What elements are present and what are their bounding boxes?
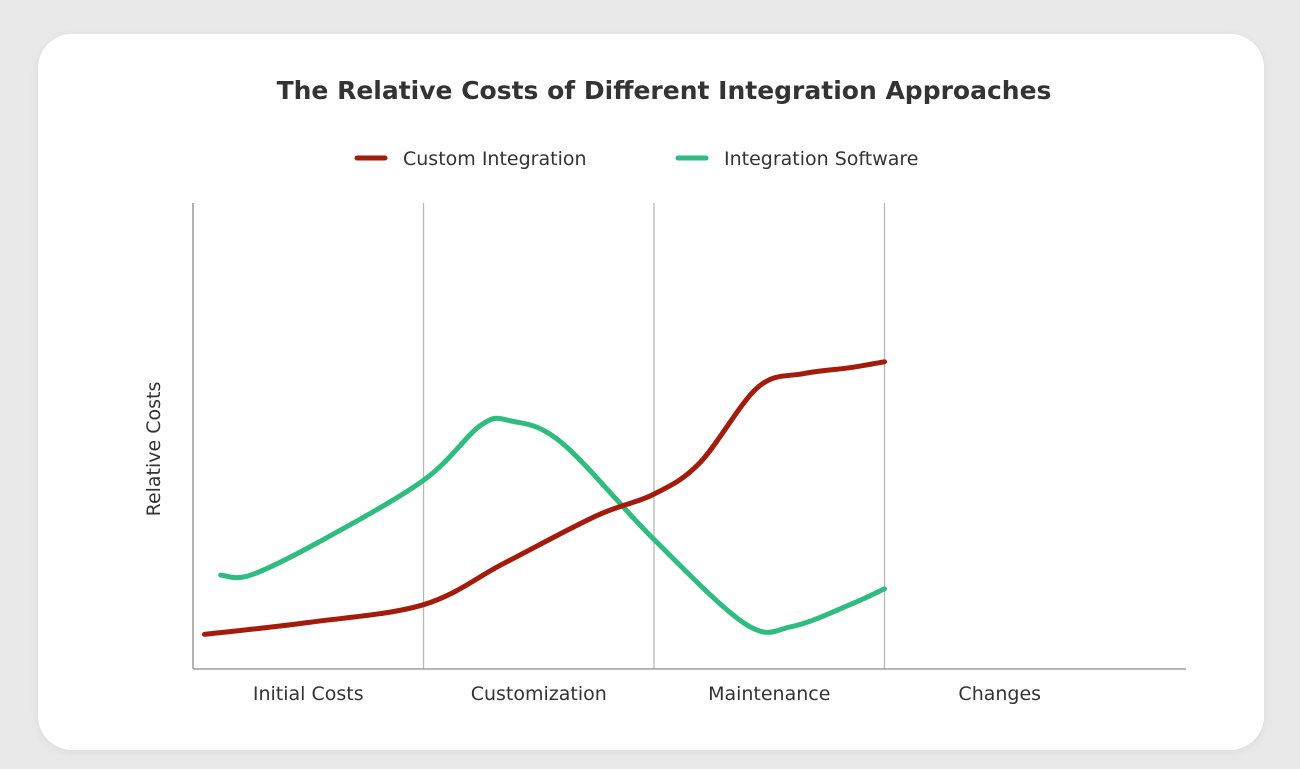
series-layer [202, 359, 887, 637]
x-tick-labels: Initial Costs Customization Maintenance Cha… [253, 683, 1041, 705]
series-line-custom-integration [202, 359, 887, 637]
x-tick-label: Maintenance [708, 683, 830, 705]
axes [192, 203, 1186, 670]
legend: Custom Integration Integration Software [354, 148, 919, 170]
legend-label-custom-integration: Custom Integration [403, 148, 587, 170]
y-axis-label: Relative Costs [143, 382, 165, 517]
category-separators [422, 203, 886, 669]
x-tick-label: Changes [958, 683, 1041, 705]
legend-label-integration-software: Integration Software [724, 148, 919, 170]
chart-title: The Relative Costs of Different Integrat… [277, 76, 1052, 105]
x-tick-label: Customization [471, 683, 607, 705]
series-line-integration-software [218, 415, 887, 635]
x-tick-label: Initial Costs [253, 683, 364, 705]
